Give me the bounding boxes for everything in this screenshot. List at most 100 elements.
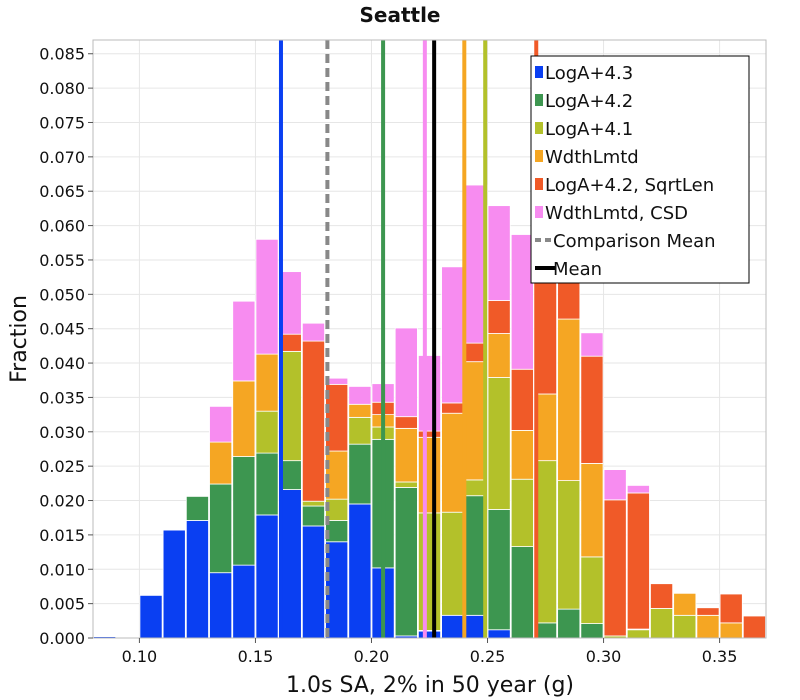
y-tick-label: 0.050 (39, 285, 85, 304)
legend-label: WdthLmtd (545, 147, 639, 168)
legend-label: LogA+4.3 (545, 63, 633, 84)
bar-segment (557, 480, 581, 610)
legend-swatch (535, 150, 543, 162)
legend: LogA+4.3 LogA+4.2 LogA+4.1 WdthLmtd LogA+4.2… (530, 55, 750, 284)
bar-segment (487, 377, 511, 510)
y-tick-label: 0.060 (39, 217, 85, 236)
legend-swatch (535, 206, 543, 218)
bar-segment (441, 614, 465, 639)
y-tick-label: 0.005 (39, 595, 85, 614)
y-axis-ticks: 0.000 0.005 0.010 0.015 0.020 0.025 0.030 0.035… (39, 45, 93, 648)
bar-segment (580, 355, 604, 464)
bar-segment (209, 572, 233, 639)
bar-segment (348, 503, 372, 639)
y-tick-label: 0.030 (39, 423, 85, 442)
bar-segment (742, 615, 766, 639)
bar-segment (603, 469, 627, 501)
bar-segment (487, 629, 511, 639)
x-tick-label: 0.15 (238, 647, 274, 666)
bar-segment (487, 205, 511, 301)
y-tick-label: 0.035 (39, 388, 85, 407)
legend-swatch (535, 94, 543, 106)
y-tick-label: 0.025 (39, 457, 85, 476)
bar-segment (394, 487, 418, 637)
y-tick-label: 0.045 (39, 320, 85, 339)
bar-segment (487, 509, 511, 631)
legend-label: Mean (553, 259, 602, 280)
bar-segment (185, 520, 209, 639)
bar-segment (580, 463, 604, 558)
legend-swatch (535, 178, 543, 190)
bar-segment (719, 593, 743, 624)
bar-segment (696, 607, 720, 616)
bar-segment (417, 430, 442, 438)
bar-segment (557, 608, 581, 639)
bar-segment (394, 427, 418, 483)
chart-title: Seattle (359, 3, 440, 27)
bar-segment (510, 368, 534, 431)
x-tick-label: 0.20 (354, 647, 390, 666)
x-tick-label: 0.30 (586, 647, 622, 666)
legend-swatch (535, 66, 543, 78)
bar-segment (626, 492, 650, 630)
bar-segment (301, 500, 325, 507)
bar-segment (417, 436, 442, 514)
bar-segment (719, 622, 743, 639)
y-tick-label: 0.020 (39, 492, 85, 511)
x-axis-ticks: 0.10 0.15 0.20 0.25 0.30 0.35 (122, 638, 738, 666)
legend-label: WdthLmtd, CSD (545, 203, 688, 224)
bar-segment (255, 514, 279, 639)
bar-segment (510, 478, 534, 547)
bar-segment (301, 340, 325, 502)
legend-label: LogA+4.2 (545, 91, 633, 112)
bar-segment (580, 623, 604, 639)
bar-segment (348, 386, 372, 405)
bar-segment (301, 525, 325, 639)
bar-segment (626, 629, 650, 639)
x-tick-label: 0.35 (702, 647, 738, 666)
bar-segment (417, 512, 442, 631)
bar-segment (696, 614, 720, 639)
bar-segment (301, 322, 325, 342)
bar-segment (580, 332, 604, 357)
bar-segment (510, 430, 534, 480)
y-tick-label: 0.015 (39, 526, 85, 545)
bar-segment (348, 403, 372, 418)
bar-segment (487, 333, 511, 378)
y-tick-label: 0.085 (39, 45, 85, 64)
mean-lines (278, 40, 539, 638)
bar-segment (185, 496, 209, 521)
x-tick-label: 0.25 (470, 647, 506, 666)
bar-segment (232, 300, 256, 382)
bar-segment (673, 592, 697, 616)
bar-segment (232, 564, 256, 639)
bar-segment (301, 505, 325, 527)
bar-segment (255, 410, 279, 454)
bar-segment (441, 511, 465, 616)
bar-segment (394, 481, 418, 488)
bar-segment (510, 234, 534, 370)
legend-swatch (535, 122, 543, 134)
y-tick-label: 0.055 (39, 251, 85, 270)
bar-segment (209, 441, 233, 485)
bar-segment (650, 583, 674, 609)
bar-segment (232, 380, 256, 457)
bar-segment (139, 594, 163, 639)
legend-label: LogA+4.1 (545, 119, 633, 140)
bar-segment (557, 318, 581, 481)
bar-segment (255, 238, 279, 355)
bar-segment (232, 456, 256, 566)
y-tick-label: 0.000 (39, 629, 85, 648)
bar-segment (209, 483, 233, 574)
bar-segment (510, 546, 534, 639)
bar-segment (255, 353, 279, 412)
bar-segment (441, 412, 465, 513)
bar-segment (394, 327, 418, 418)
bar-segment (417, 630, 442, 639)
legend-box (530, 55, 750, 284)
y-tick-label: 0.040 (39, 354, 85, 373)
bar-segment (162, 529, 186, 639)
bar-segment (580, 556, 604, 624)
y-tick-label: 0.010 (39, 560, 85, 579)
